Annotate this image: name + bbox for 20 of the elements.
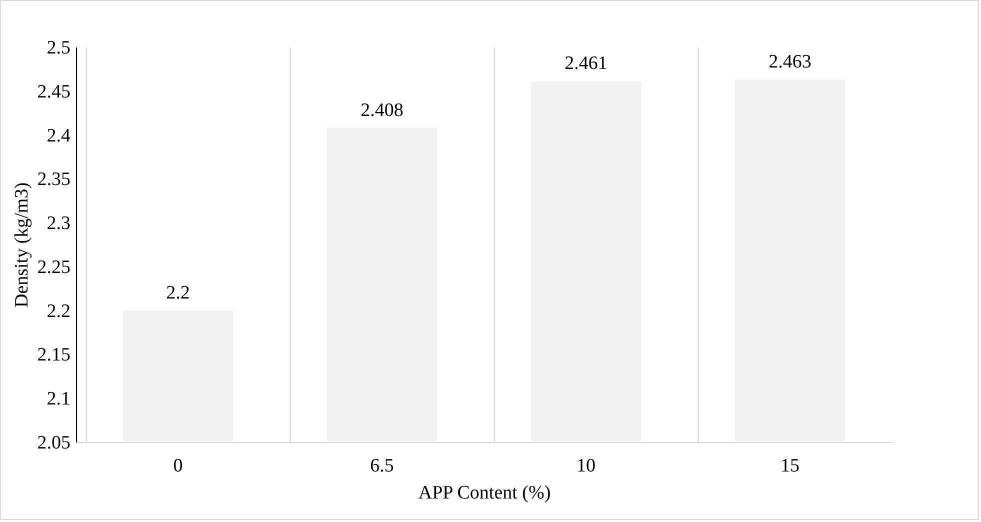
y-tick-label: 2.5 bbox=[46, 38, 70, 58]
x-tick-label: 6.5 bbox=[370, 456, 394, 476]
y-axis-title: Density (kg/m3) bbox=[11, 182, 32, 308]
data-label: 2.461 bbox=[564, 53, 608, 74]
y-tick-label: 2.05 bbox=[37, 432, 70, 454]
y-tick-label: 2.4 bbox=[46, 125, 71, 146]
y-tick-label: 2.45 bbox=[37, 81, 70, 102]
y-tick-label: 2.35 bbox=[37, 169, 70, 190]
y-tick-label: 2.1 bbox=[46, 388, 70, 410]
data-label: 2.2 bbox=[166, 282, 190, 304]
y-tick-label: 2.15 bbox=[37, 344, 70, 366]
data-label: 2.408 bbox=[360, 100, 404, 121]
y-tick-label: 2.2 bbox=[46, 300, 70, 322]
x-tick-label: 0 bbox=[173, 456, 183, 476]
data-label: 2.463 bbox=[768, 51, 812, 72]
y-tick-label: 2.25 bbox=[37, 256, 70, 278]
x-axis-title: APP Content (%) bbox=[418, 482, 551, 504]
y-tick-label: 2.3 bbox=[46, 213, 70, 234]
x-tick-label: 10 bbox=[576, 456, 596, 476]
x-tick-label: 15 bbox=[780, 456, 800, 476]
